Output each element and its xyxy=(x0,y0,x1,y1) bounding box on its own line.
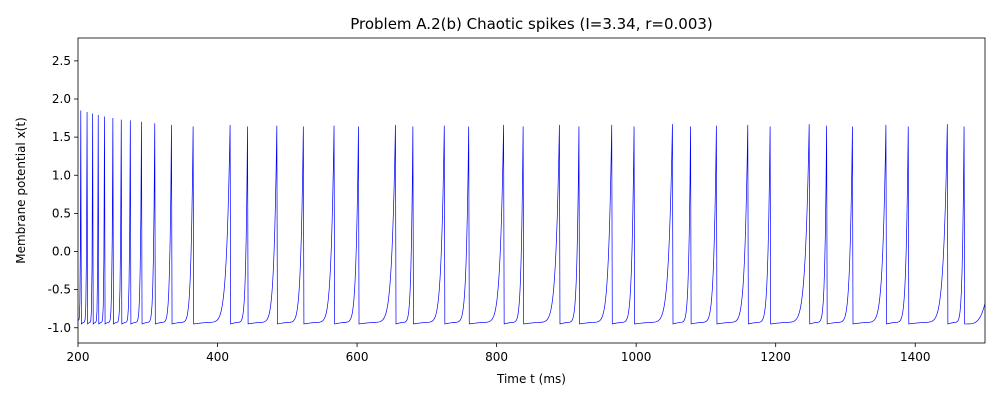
x-axis-label: Time t (ms) xyxy=(496,372,566,386)
y-tick-label: -0.5 xyxy=(48,283,71,297)
x-tick-label: 1200 xyxy=(760,350,791,364)
x-tick-label: 1000 xyxy=(621,350,652,364)
x-tick-label: 1400 xyxy=(900,350,931,364)
membrane-potential-line xyxy=(78,110,985,325)
plot-frame xyxy=(77,37,986,344)
plot-area xyxy=(77,37,986,344)
y-tick-label: -1.0 xyxy=(48,321,71,335)
y-tick-label: 0.0 xyxy=(52,245,71,259)
y-tick-label: 0.5 xyxy=(52,206,71,220)
x-tick-label: 800 xyxy=(485,350,508,364)
y-axis: -1.0 -0.5 0.0 0.5 1.0 1.5 2.0 2.5 xyxy=(48,54,78,335)
x-tick-label: 400 xyxy=(206,350,229,364)
y-axis-label: Membrane potential x(t) xyxy=(14,117,28,264)
y-tick-label: 1.0 xyxy=(52,168,71,182)
x-tick-label: 200 xyxy=(67,350,90,364)
y-tick-label: 2.5 xyxy=(52,54,71,68)
x-tick-label: 600 xyxy=(346,350,369,364)
chart-title: Problem A.2(b) Chaotic spikes (I=3.34, r… xyxy=(350,15,713,33)
y-tick-label: 2.0 xyxy=(52,92,71,106)
y-tick-label: 1.5 xyxy=(52,130,71,144)
x-axis: 200 400 600 800 1000 1200 1400 xyxy=(67,343,931,364)
